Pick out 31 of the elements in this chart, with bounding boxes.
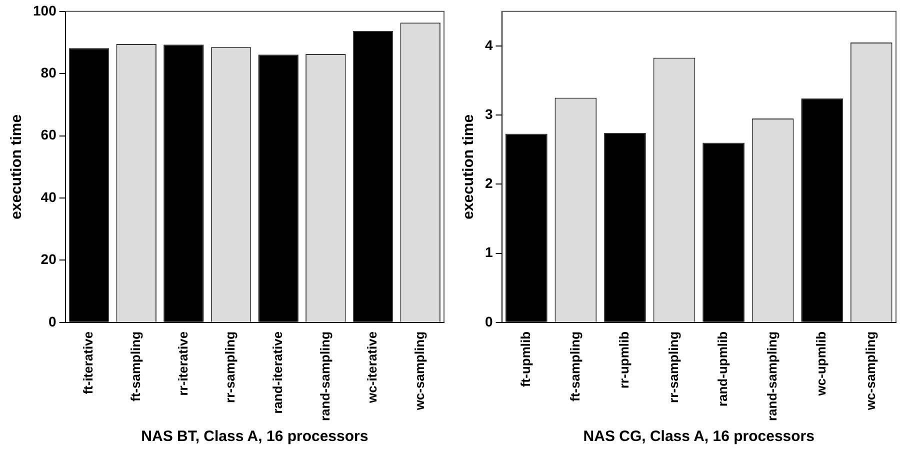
y-tick-label: 20: [40, 251, 57, 268]
x-tick-label: rr-sampling: [666, 331, 681, 403]
y-tick-label: 4: [484, 36, 493, 53]
x-tick-label: wc-upmlib: [814, 331, 829, 397]
y-tick-label: 3: [484, 106, 493, 122]
x-tick-label: wc-iterative: [364, 331, 380, 404]
x-tick-label: rand-sampling: [317, 331, 332, 422]
y-tick-label: 1: [484, 244, 493, 260]
x-tick-label: wc-sampling: [862, 331, 878, 412]
x-tick-label: ft-iterative: [80, 331, 96, 394]
y-tick-label: 40: [40, 188, 57, 205]
x-tick-label: ft-upmlib: [518, 331, 534, 388]
y-tick-label: 0: [48, 313, 57, 330]
x-tick-label: ft-sampling: [567, 331, 582, 402]
y-axis-title: execution time: [460, 114, 478, 220]
x-tick-label: wc-sampling: [412, 331, 427, 412]
x-tick-label: rand-iterative: [270, 331, 285, 414]
y-tick-label: 2: [484, 175, 493, 192]
x-tick-label: rand-upmlib: [715, 331, 730, 407]
y-tick-label: 60: [40, 126, 57, 143]
y-axis-title: execution time: [8, 114, 26, 220]
x-tick-label: rr-iterative: [175, 331, 190, 396]
x-tick-label: rr-upmlib: [616, 331, 632, 388]
x-tick-label: rand-sampling: [764, 331, 780, 422]
y-tick-label: 100: [33, 2, 57, 18]
x-axis-title: NAS CG, Class A, 16 processors: [583, 428, 814, 446]
y-tick-label: 0: [484, 313, 493, 330]
y-tick-label: 80: [40, 64, 57, 80]
x-tick-label: rr-sampling: [222, 331, 238, 403]
x-axis-title: NAS BT, Class A, 16 processors: [141, 428, 368, 446]
x-tick-label: ft-sampling: [128, 331, 143, 402]
